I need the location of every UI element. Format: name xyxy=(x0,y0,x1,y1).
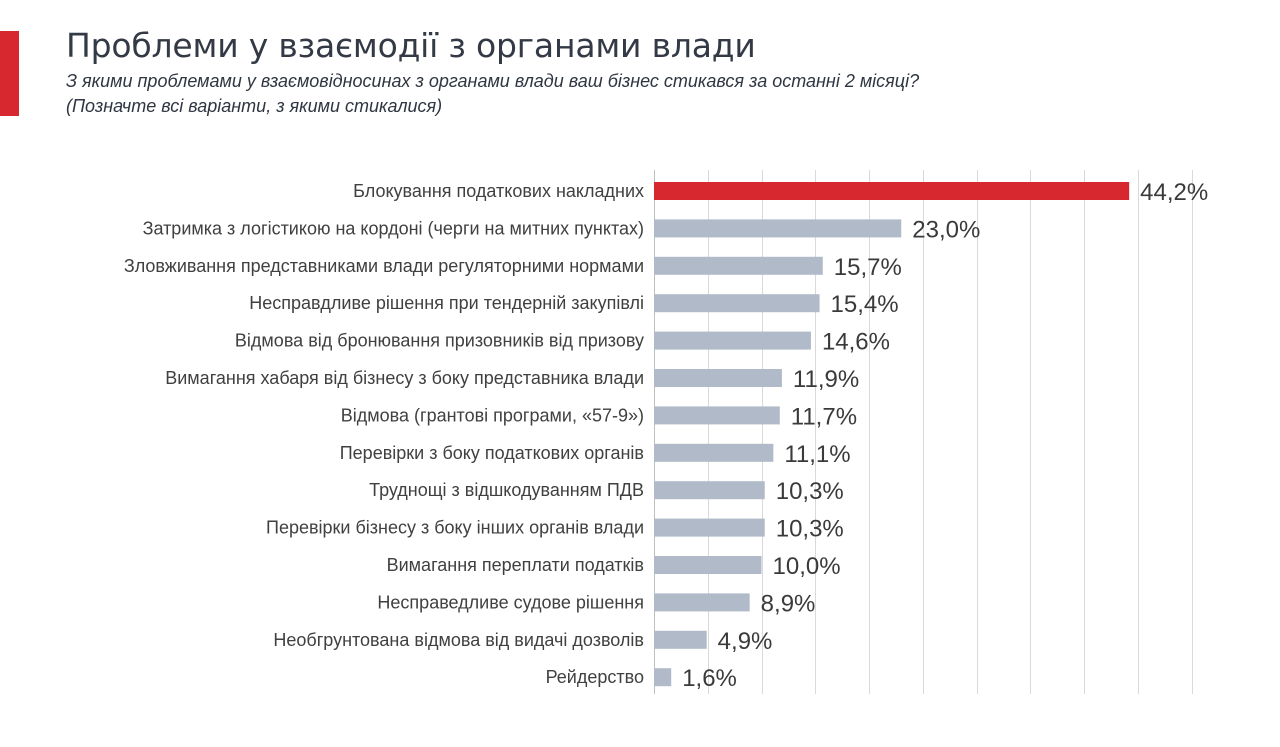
category-label: Рейдерство xyxy=(546,667,644,687)
category-label: Вимагання переплати податків xyxy=(387,555,644,575)
data-label: 10,3% xyxy=(776,478,844,505)
category-label: Вимагання хабаря від бізнесу з боку пред… xyxy=(165,368,644,388)
data-label: 10,0% xyxy=(773,553,841,580)
bar xyxy=(654,219,902,238)
bar xyxy=(654,294,820,313)
bar xyxy=(654,406,780,425)
bar xyxy=(654,593,750,612)
bar xyxy=(654,668,672,687)
category-label: Перевірки з боку податкових органів xyxy=(340,443,644,463)
category-label: Несправедливе судове рішення xyxy=(377,592,644,612)
bar xyxy=(654,443,774,462)
data-label: 8,9% xyxy=(761,590,816,617)
data-label: 11,1% xyxy=(784,441,850,468)
bar xyxy=(654,256,823,275)
bar xyxy=(654,630,707,649)
data-label: 10,3% xyxy=(776,516,844,543)
bar xyxy=(654,331,811,350)
data-label: 11,7% xyxy=(791,403,857,430)
category-label: Відмова від бронювання призовників від п… xyxy=(235,331,644,351)
category-label: Зловживання представниками влади регулят… xyxy=(124,256,644,276)
data-label: 15,7% xyxy=(834,254,902,281)
category-label: Затримка з логістикою на кордоні (черги … xyxy=(143,218,644,238)
subtitle-question: З якими проблемами у взаємовідносинах з … xyxy=(66,71,920,91)
data-label: 14,6% xyxy=(822,329,890,356)
data-label: 44,2% xyxy=(1140,179,1208,206)
category-label: Необгрунтована відмова від видачі дозвол… xyxy=(273,630,644,650)
accent-bar xyxy=(0,31,19,116)
data-label: 11,9% xyxy=(793,366,859,393)
page-title: Проблеми у взаємодії з органами влади xyxy=(66,26,756,65)
category-label: Перевірки бізнесу з боку інших органів в… xyxy=(266,518,644,538)
category-label: Блокування податкових накладних xyxy=(353,181,644,201)
data-label: 1,6% xyxy=(682,665,737,692)
data-label: 23,0% xyxy=(912,216,980,243)
bar xyxy=(654,518,765,537)
subtitle-instruction: (Позначте всі варіанти, з якими стикалис… xyxy=(66,96,443,116)
data-label: 4,9% xyxy=(718,628,773,655)
data-label: 15,4% xyxy=(831,291,899,318)
bar xyxy=(654,556,762,574)
bar xyxy=(654,481,765,500)
category-label: Несправдливе рішення при тендерній закуп… xyxy=(249,293,644,313)
category-label: Труднощі з відшкодуванням ПДВ xyxy=(369,480,644,500)
bar xyxy=(654,182,1130,200)
bar xyxy=(654,369,782,387)
category-label: Відмова (грантові програми, «57-9») xyxy=(341,405,644,425)
